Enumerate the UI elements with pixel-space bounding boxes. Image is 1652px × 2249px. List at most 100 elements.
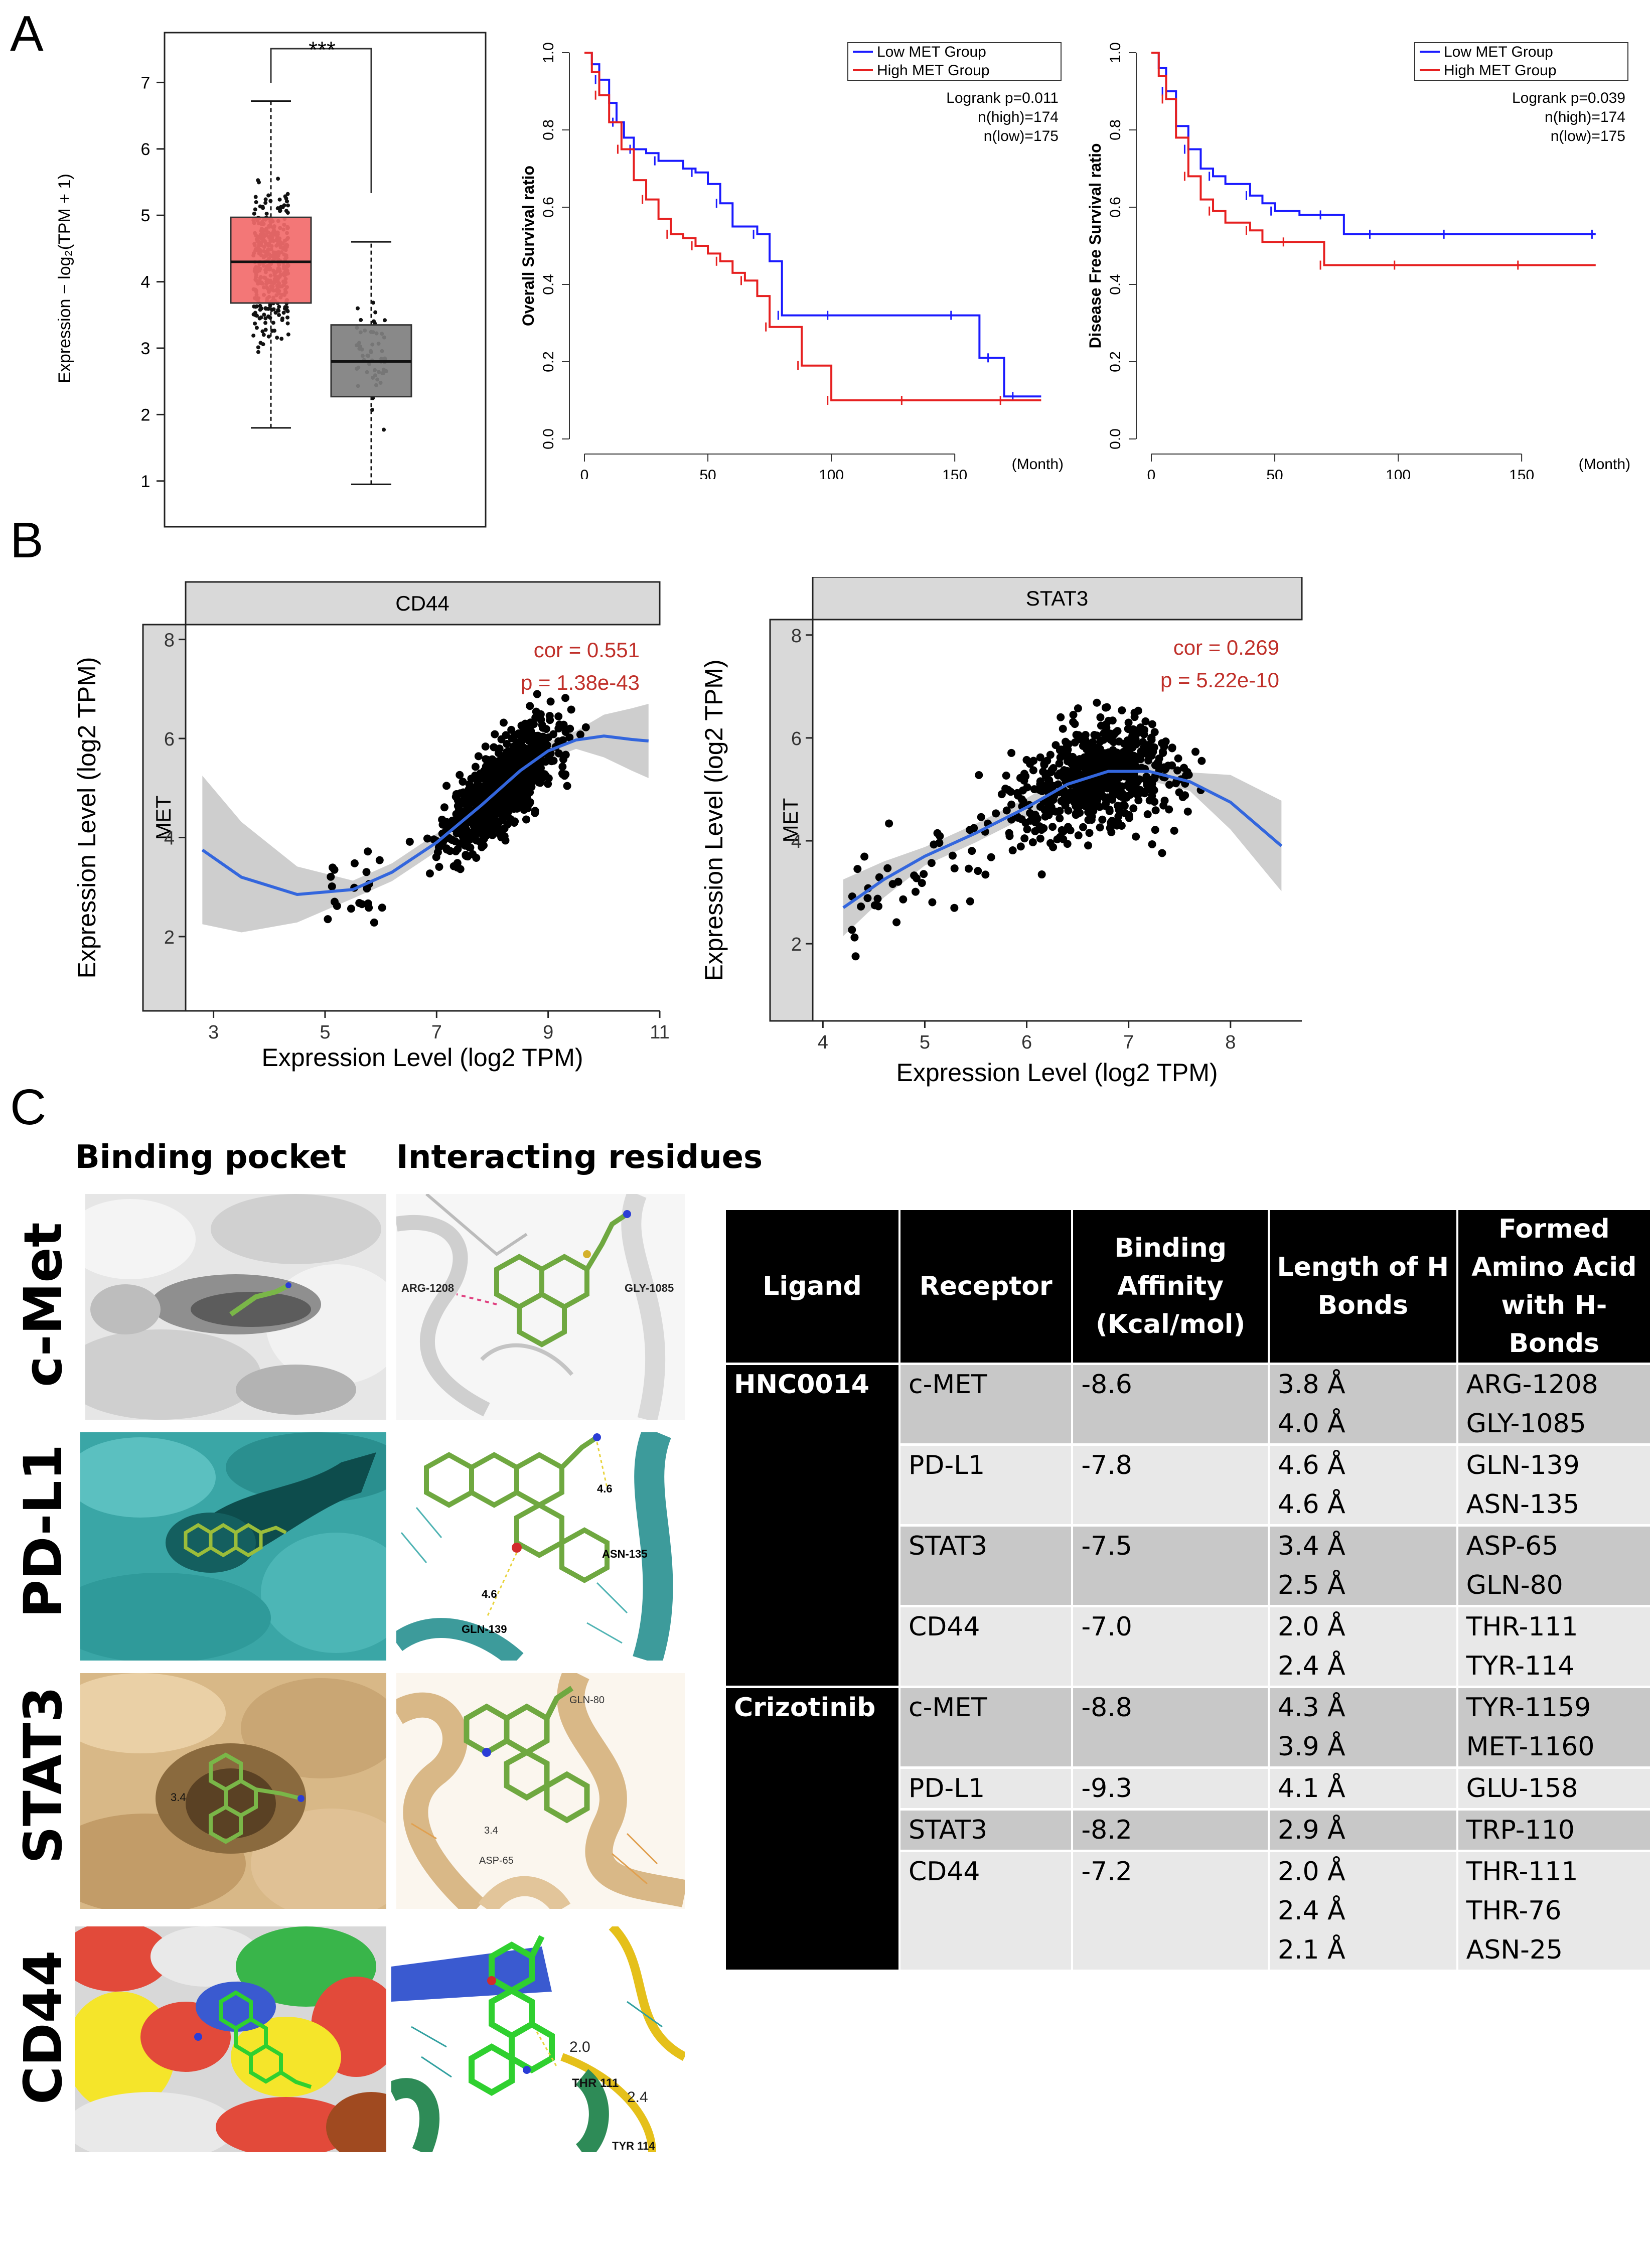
stat3-point	[1159, 801, 1168, 810]
cd44-label-thr: THR 111	[572, 2076, 619, 2090]
stat3-point	[1093, 698, 1101, 707]
cd44-point	[549, 730, 558, 738]
boxplot-point	[271, 307, 276, 312]
bond-cell: 4.1 Å	[1267, 1766, 1458, 1810]
significance-bracket	[270, 48, 372, 193]
header-binding-affinity: Binding Affinity (Kcal/mol)	[1071, 1208, 1270, 1365]
cd44-point	[510, 732, 519, 740]
stat3-point	[853, 865, 862, 873]
pdl1-label-dist1: 4.6	[597, 1482, 613, 1495]
stat3-point	[860, 852, 869, 861]
boxplot-point	[285, 315, 290, 320]
cd44-strip-title: CD44	[395, 591, 449, 615]
stat3-point	[1030, 785, 1038, 794]
cd44-point	[505, 766, 513, 775]
boxplot-point	[261, 342, 265, 347]
receptor-cell: CD44	[898, 1605, 1074, 1646]
os-legend-low: Low MET Group	[877, 44, 986, 60]
cd44-point	[544, 774, 553, 783]
panel-letter-b: B	[10, 512, 44, 568]
bond-cell: 4.6 Å	[1267, 1485, 1458, 1526]
stat3-point	[1129, 804, 1138, 813]
stat3-point	[1147, 733, 1156, 742]
boxplot-point	[253, 321, 257, 326]
cd44-point	[454, 796, 462, 805]
stat3-point	[1008, 846, 1017, 855]
stat3-point	[1081, 731, 1090, 739]
cd44-smooth-line	[201, 734, 649, 896]
bond-cell: 4.6 Å	[1267, 1443, 1458, 1485]
os-y-tick-label: 0.4	[540, 274, 557, 295]
row-label-pdl1: PD-L1	[13, 1444, 74, 1618]
stat3-point	[1076, 761, 1084, 770]
boxplot-point	[372, 319, 376, 324]
cd44-y-tick-label: 8	[164, 630, 175, 651]
dfs-x-tick-label: 50	[1266, 467, 1283, 479]
stat3-point	[1130, 713, 1139, 721]
stat3-point	[1049, 764, 1058, 773]
stat3-binding-pocket-image: 3.4	[80, 1673, 386, 1909]
stat3-point	[885, 819, 893, 828]
stat3-point	[1174, 754, 1182, 763]
residue-cell: GLU-158	[1456, 1766, 1652, 1810]
affinity-cell: -7.0	[1071, 1605, 1270, 1646]
cd44-point	[350, 859, 359, 867]
boxplot-point	[272, 329, 277, 333]
affinity-cell: -7.5	[1071, 1524, 1270, 1566]
cd44-point	[480, 767, 489, 775]
stat3-point	[910, 871, 919, 880]
stat3-point	[1096, 803, 1104, 811]
cd44-point	[517, 774, 526, 783]
cd44-point	[533, 690, 541, 698]
stat3-point	[857, 902, 865, 911]
cd44-point	[364, 899, 372, 908]
bond-cell: 2.9 Å	[1267, 1808, 1458, 1851]
cd44-point	[435, 863, 443, 871]
table-row: 4.6 Å ASN-135	[725, 1485, 1652, 1526]
cd44-label-dist1: 2.0	[569, 2039, 590, 2055]
cd44-point	[567, 705, 575, 714]
stat3-point	[1109, 790, 1117, 798]
stat3-point	[950, 904, 959, 912]
stat3-point	[1141, 717, 1150, 725]
stat3-point	[1092, 760, 1101, 769]
cd44-point	[459, 778, 467, 786]
stat3-point	[1026, 809, 1034, 817]
cd44-point	[531, 807, 539, 815]
boxplot-point	[275, 336, 279, 340]
cd44-y-tick-label: 4	[164, 828, 175, 849]
boxplot-y-tick-label: 1	[141, 472, 151, 491]
stat3-point	[964, 864, 973, 873]
receptor-cell: STAT3	[898, 1808, 1074, 1851]
affinity-cell: -7.8	[1071, 1443, 1270, 1485]
receptor-cell: PD-L1	[898, 1443, 1074, 1485]
header-ligand: Ligand	[724, 1208, 900, 1365]
stat3-point	[1040, 761, 1048, 770]
stat3-point	[1048, 781, 1057, 790]
cd44-strip-top	[185, 581, 661, 626]
cd44-point	[508, 780, 516, 788]
dfs-curve-low	[1151, 52, 1596, 235]
stat3-point	[1109, 746, 1117, 755]
stat3-point	[1170, 826, 1178, 835]
stat3-point	[1039, 824, 1048, 832]
cd44-point	[438, 820, 447, 829]
dfs-y-tick-label: 0.0	[1107, 428, 1124, 449]
cd44-point	[447, 835, 456, 844]
residue-cell: TYR-1159	[1456, 1686, 1652, 1727]
cd44-cor: cor = 0.551	[534, 638, 640, 662]
cmet-label-gly: GLY-1085	[625, 1282, 674, 1294]
stat3-point	[1036, 753, 1044, 762]
stat3-point	[930, 840, 938, 849]
bond-cell: 3.9 Å	[1267, 1727, 1458, 1768]
affinity-cell: -8.8	[1071, 1686, 1270, 1727]
table-row: 4.0 Å GLY-1085	[725, 1404, 1652, 1445]
stat3-point	[936, 832, 944, 840]
residue-cell: ASP-65	[1456, 1524, 1652, 1566]
os-y-tick-label: 0.2	[540, 351, 557, 372]
boxplot-y-tick-label: 3	[141, 339, 151, 358]
residue-cell: MET-1160	[1456, 1727, 1652, 1768]
cd44-point	[501, 836, 510, 845]
stat3-point	[1061, 793, 1069, 801]
stat3-point	[1067, 768, 1076, 777]
